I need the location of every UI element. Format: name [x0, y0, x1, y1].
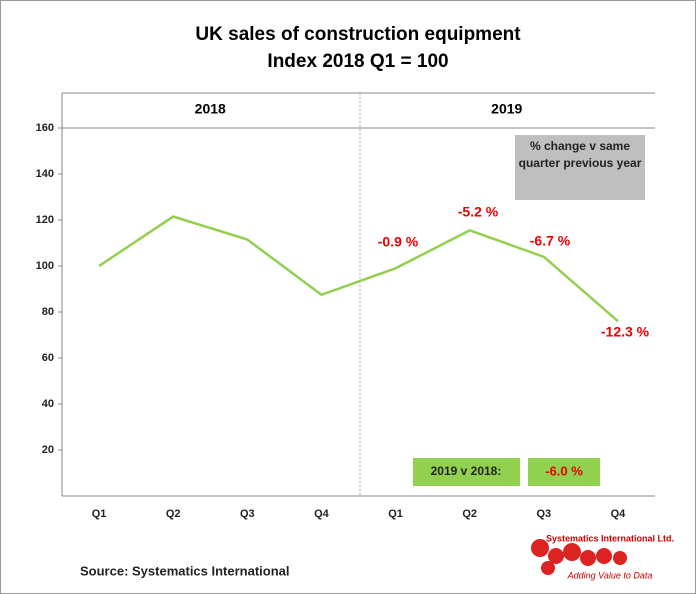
- summary-label: 2019 v 2018:: [431, 464, 502, 478]
- logo-dot: [563, 543, 581, 561]
- note-box: [515, 135, 645, 200]
- y-tick-label: 100: [36, 260, 54, 272]
- x-tick-label: Q2: [462, 508, 477, 520]
- x-tick-label: Q1: [92, 508, 107, 520]
- y-tick-label: 120: [36, 214, 54, 226]
- y-tick-label: 140: [36, 168, 54, 180]
- x-tick-label: Q4: [314, 508, 330, 520]
- logo-dot: [548, 548, 564, 564]
- y-tick-label: 20: [42, 444, 54, 456]
- note-wrap: % change v same quarter previous year: [518, 139, 642, 170]
- logo: Systematics International Ltd. Adding Va…: [531, 533, 674, 580]
- change-annotation: -5.2 %: [458, 204, 499, 220]
- y-tick-label: 40: [42, 398, 54, 410]
- x-tick-label: Q3: [536, 508, 551, 520]
- change-annotation: -12.3 %: [601, 324, 650, 340]
- change-annotation: -6.7 %: [530, 233, 571, 249]
- group-label: 2018: [195, 101, 226, 117]
- y-tick-label: 80: [42, 306, 54, 318]
- y-tick-label: 60: [42, 352, 54, 364]
- source: Source: Systematics International: [80, 563, 290, 578]
- logo-name: Systematics International Ltd.: [546, 533, 674, 543]
- logo-dot: [531, 539, 549, 557]
- chart-title: UK sales of construction equipment: [195, 24, 521, 45]
- note: % change v same quarter previous year: [518, 139, 642, 170]
- summary-box: [413, 458, 520, 486]
- x-tick-label: Q4: [611, 508, 627, 520]
- y-tick-label: 160: [36, 122, 54, 134]
- x-tick-label: Q3: [240, 508, 255, 520]
- summary-value-box: [528, 458, 600, 486]
- logo-dot: [596, 548, 612, 564]
- change-annotation: -0.9 %: [378, 234, 419, 250]
- logo-dot: [541, 561, 555, 575]
- logo-dot: [580, 550, 596, 566]
- x-tick-label: Q2: [166, 508, 181, 520]
- series-line: [98, 215, 619, 323]
- chart-subtitle: Index 2018 Q1 = 100: [267, 51, 448, 72]
- group-label: 2019: [491, 101, 522, 117]
- x-tick-label: Q1: [388, 508, 403, 520]
- logo-tagline: Adding Value to Data: [567, 570, 653, 580]
- summary-value: -6.0 %: [545, 463, 583, 478]
- logo-dot: [613, 551, 627, 565]
